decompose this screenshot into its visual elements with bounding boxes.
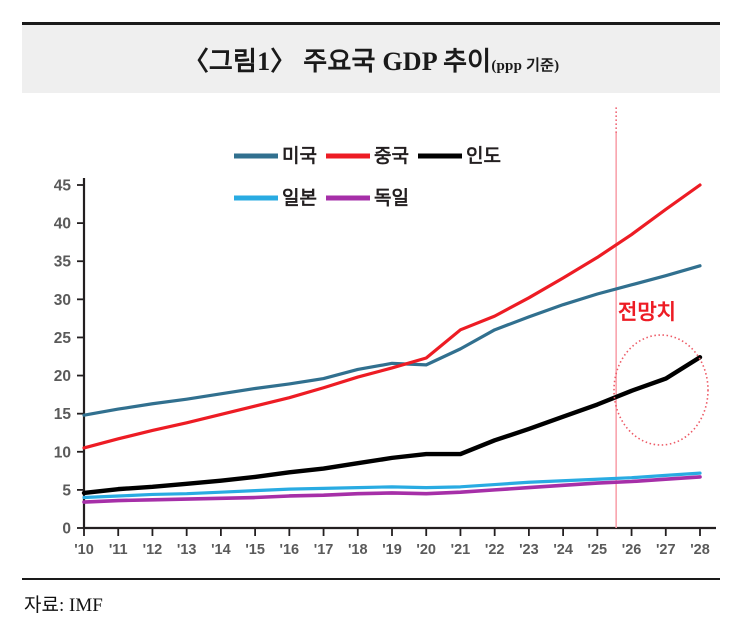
series-line-미국 [82, 264, 702, 417]
x-tick-label: '22 [485, 542, 505, 558]
chart-plot-area: 0 5 10 15 20 25 30 35 40 45 '10 '11 '12 '13 '14 '15 '16… [0, 93, 742, 563]
series-line-중국 [82, 183, 702, 450]
x-tick-label: '20 [416, 542, 436, 558]
x-tick-label: '26 [622, 542, 642, 558]
x-tick-label: '13 [177, 542, 197, 558]
chart-series-group [81, 183, 703, 504]
page-title: 〈그림1〉 주요국 GDP 추이(ppp 기준) [183, 41, 560, 78]
x-tick-label: '14 [211, 542, 231, 558]
forecast-annotation: 전망치 [613, 301, 709, 446]
x-tick-label: '21 [451, 542, 471, 558]
y-tick-label: 35 [54, 254, 72, 271]
title-top-rule [22, 22, 720, 25]
y-tick-label: 5 [62, 482, 71, 499]
x-axis-tick-labels: '10 '11 '12 '13 '14 '15 '16 '17 '18 '19 '20 '21 '22 '… [74, 542, 710, 558]
x-tick-label: '28 [690, 542, 710, 558]
x-tick-label: '27 [656, 542, 676, 558]
legend-label-일본: 일본 [282, 187, 317, 209]
y-tick-label: 30 [54, 292, 71, 309]
series-line-일본 [82, 471, 702, 500]
legend-label-인도: 인도 [466, 145, 501, 167]
legend-label-미국: 미국 [282, 145, 317, 167]
series-line-독일 [82, 475, 702, 504]
y-tick-label: 15 [54, 406, 72, 423]
x-tick-label: '25 [588, 542, 608, 558]
x-tick-label: '23 [519, 542, 539, 558]
y-axis-tick-labels: 0 5 10 15 20 25 30 35 40 45 [54, 178, 72, 538]
legend-label-중국: 중국 [374, 146, 409, 167]
y-tick-label: 0 [62, 521, 71, 538]
chart-axes [77, 178, 716, 536]
x-tick-label: '12 [143, 542, 163, 558]
gdp-line-chart: 0 5 10 15 20 25 30 35 40 45 '10 '11 '12 '13 '14 '15 '16… [54, 107, 716, 558]
source-rule [22, 578, 720, 580]
x-tick-label: '16 [280, 542, 300, 558]
y-tick-label: 40 [54, 216, 71, 233]
y-tick-label: 25 [54, 330, 72, 347]
title-band: 〈그림1〉 주요국 GDP 추이(ppp 기준) [22, 25, 720, 93]
y-tick-label: 10 [54, 444, 71, 461]
title-sub-text: (ppp 기준) [491, 57, 560, 74]
x-tick-label: '24 [553, 542, 573, 558]
x-tick-label: '17 [314, 542, 334, 558]
forecast-label: 전망치 [618, 301, 676, 324]
y-tick-label: 20 [54, 368, 71, 385]
y-tick-label: 45 [54, 178, 72, 195]
title-main-text: 〈그림1〉 주요국 GDP 추이 [182, 46, 492, 76]
source-note: 자료: IMF [24, 595, 103, 616]
x-tick-label: '10 [74, 542, 94, 558]
x-tick-label: '11 [109, 542, 128, 558]
forecast-highlight-ellipse [613, 334, 709, 446]
series-line-인도 [81, 355, 703, 496]
x-tick-label: '19 [382, 542, 402, 558]
legend-label-독일: 독일 [374, 187, 409, 209]
x-tick-label: '18 [348, 542, 368, 558]
x-tick-label: '15 [245, 542, 265, 558]
